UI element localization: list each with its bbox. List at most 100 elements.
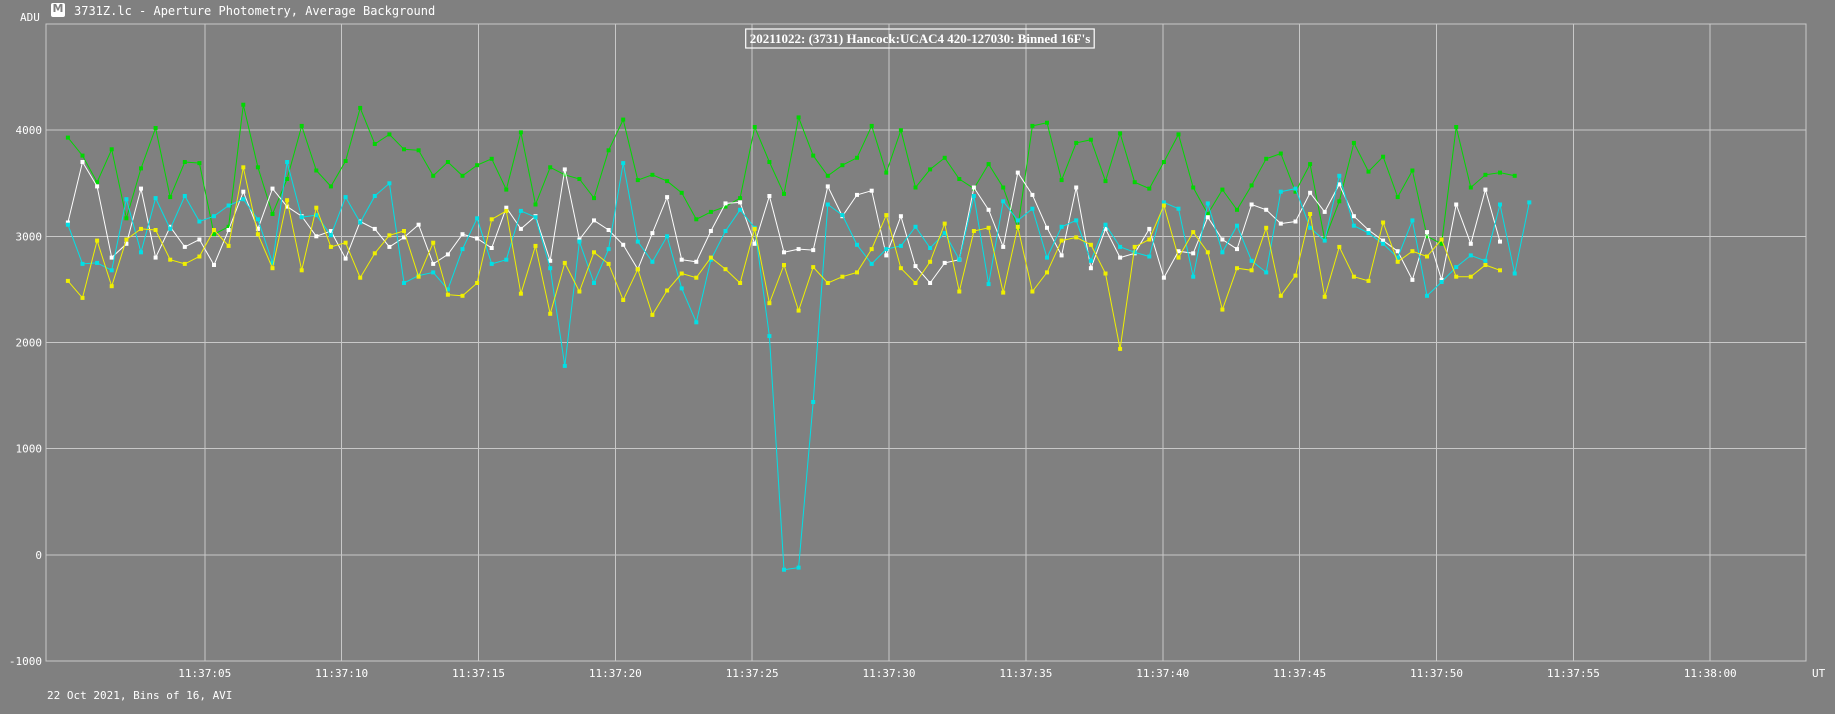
- data-point: [168, 257, 173, 262]
- data-point: [1498, 239, 1502, 244]
- data-point: [402, 235, 406, 240]
- data-point: [124, 197, 129, 202]
- data-point: [1132, 180, 1137, 185]
- data-point: [518, 291, 523, 296]
- data-point: [942, 231, 947, 236]
- x-axis-label: UT: [1812, 667, 1826, 680]
- data-point: [1264, 156, 1269, 161]
- data-point: [1220, 237, 1225, 242]
- data-point: [1235, 247, 1239, 252]
- data-point: [328, 233, 333, 238]
- data-point: [1395, 255, 1400, 260]
- data-point: [285, 204, 290, 209]
- data-point: [1045, 120, 1049, 125]
- data-point: [942, 260, 947, 265]
- data-point: [358, 105, 363, 110]
- data-point: [489, 156, 494, 161]
- data-point: [1161, 203, 1166, 208]
- data-point: [1118, 255, 1123, 260]
- data-point: [1308, 212, 1313, 216]
- data-point: [475, 236, 480, 241]
- data-point: [1425, 254, 1429, 259]
- data-point: [65, 222, 70, 227]
- data-point: [986, 207, 991, 212]
- data-point: [796, 565, 801, 570]
- data-point: [898, 128, 903, 133]
- data-point: [197, 219, 202, 224]
- data-point: [928, 167, 933, 172]
- data-point: [723, 201, 728, 206]
- app-logo-icon[interactable]: M: [51, 2, 65, 17]
- y-tick-label: 2000: [16, 337, 43, 350]
- data-point: [1351, 274, 1356, 279]
- data-point: [1468, 185, 1473, 190]
- data-point: [1264, 270, 1269, 275]
- data-point: [577, 237, 582, 242]
- window-title-bar: M 3731Z.lc - Aperture Photometry, Averag…: [0, 0, 1835, 22]
- data-point: [796, 308, 801, 313]
- data-point: [518, 130, 523, 135]
- chart-title-group: 20211022: (3731) Hancock:UCAC4 420-12703…: [745, 28, 1095, 49]
- data-point: [913, 281, 918, 285]
- data-point: [971, 194, 976, 198]
- data-point: [270, 260, 275, 265]
- data-point: [1103, 222, 1108, 227]
- data-point: [592, 281, 596, 285]
- data-point: [1439, 241, 1444, 246]
- series-group: [65, 102, 1532, 572]
- data-point: [1088, 242, 1093, 247]
- data-point: [124, 216, 129, 221]
- data-point: [825, 281, 830, 285]
- x-tick-label: 11:37:20: [589, 667, 642, 680]
- data-point: [971, 229, 976, 233]
- data-point: [1483, 187, 1488, 192]
- data-point: [255, 217, 260, 222]
- data-point: [1074, 140, 1079, 145]
- series-3: [65, 165, 1502, 351]
- data-point: [562, 172, 567, 177]
- data-point: [1454, 265, 1459, 270]
- data-point: [621, 298, 626, 302]
- data-point: [504, 187, 509, 192]
- data-point: [1088, 137, 1093, 142]
- x-tick-label: 11:37:30: [863, 667, 916, 680]
- x-tick-label: 11:37:50: [1410, 667, 1463, 680]
- data-point: [723, 267, 728, 272]
- data-point: [182, 244, 187, 249]
- data-point: [153, 255, 158, 260]
- data-point: [270, 266, 275, 271]
- data-point: [694, 320, 699, 325]
- data-point: [1483, 258, 1488, 263]
- data-point: [489, 217, 494, 222]
- data-point: [1395, 259, 1400, 264]
- data-point: [1118, 131, 1123, 136]
- data-point: [694, 259, 699, 264]
- data-point: [1132, 250, 1137, 255]
- data-point: [95, 184, 100, 189]
- data-point: [299, 268, 304, 273]
- data-point: [811, 400, 816, 404]
- data-point: [153, 196, 158, 201]
- data-point: [782, 567, 786, 572]
- data-point: [1264, 207, 1269, 212]
- data-point: [1161, 160, 1166, 164]
- data-point: [1059, 253, 1064, 258]
- data-point: [606, 261, 611, 266]
- data-point: [840, 163, 845, 168]
- data-point: [212, 232, 216, 237]
- data-point: [562, 167, 567, 172]
- data-point: [372, 142, 377, 146]
- x-tick-label: 11:37:15: [452, 667, 505, 680]
- data-point: [489, 261, 494, 266]
- data-point: [285, 198, 290, 203]
- data-point: [1527, 200, 1532, 205]
- data-point: [460, 293, 465, 298]
- data-point: [1512, 271, 1517, 276]
- data-point: [577, 289, 582, 294]
- y-tick-label: 0: [35, 549, 42, 562]
- data-point: [328, 244, 333, 249]
- data-point: [1454, 274, 1459, 279]
- data-point: [1322, 294, 1327, 299]
- data-point: [884, 253, 889, 258]
- data-point: [1176, 132, 1181, 137]
